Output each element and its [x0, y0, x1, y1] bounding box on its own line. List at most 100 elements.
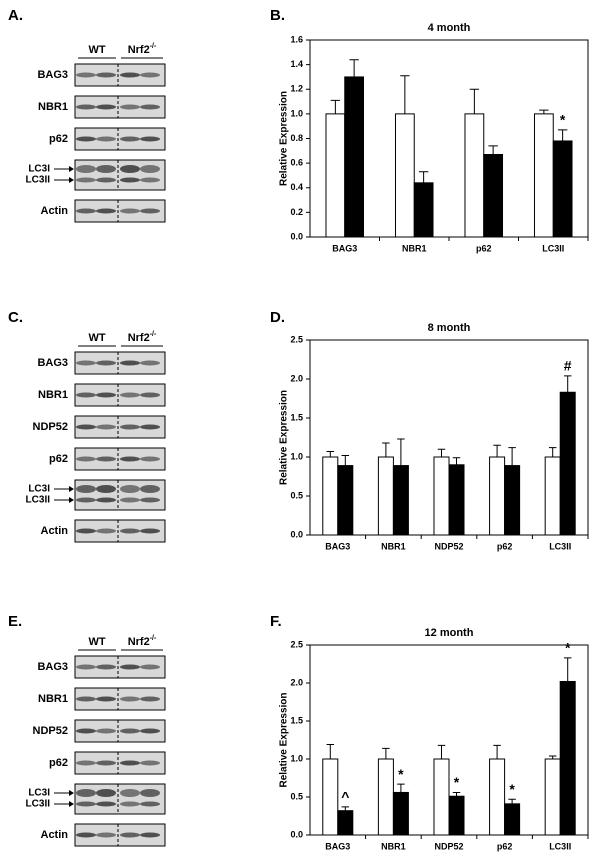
error-bar — [508, 798, 516, 804]
blot-band — [76, 664, 96, 670]
x-tick-label: BAG3 — [325, 841, 350, 851]
bar — [559, 680, 576, 836]
significance-marker: * — [398, 766, 404, 782]
blot-band — [120, 760, 140, 766]
arrow-head — [69, 177, 74, 183]
bar — [559, 391, 576, 536]
blot-band — [140, 696, 160, 702]
significance-marker: * — [560, 112, 566, 128]
blot-band — [76, 360, 96, 366]
blot-band — [140, 664, 160, 670]
blot-band — [76, 528, 96, 534]
blot-band — [140, 72, 160, 78]
y-tick-label: 1.6 — [290, 34, 303, 44]
blot-band — [96, 104, 116, 110]
blot-band — [96, 72, 116, 78]
bar — [344, 76, 365, 238]
blot-band — [140, 104, 160, 110]
blot-band — [140, 760, 160, 766]
blot-band — [96, 136, 116, 142]
y-tick-label: 1.5 — [290, 412, 303, 422]
error-bar — [330, 99, 341, 114]
bar — [413, 182, 434, 238]
bar — [448, 795, 465, 836]
bar — [392, 791, 409, 836]
bar — [504, 803, 521, 836]
blot-band — [120, 72, 140, 78]
group-name: WT — [88, 636, 105, 648]
y-axis-label: Relative Expression — [279, 692, 290, 787]
bar — [504, 465, 521, 536]
chart-title: 4 month — [428, 22, 471, 34]
blot-band — [96, 177, 116, 183]
blot-band — [120, 456, 140, 462]
error-bar — [437, 744, 446, 759]
blot-band — [96, 456, 116, 462]
y-axis-label: Relative Expression — [279, 390, 290, 485]
row-label: Actin — [41, 525, 69, 537]
bar — [448, 464, 465, 536]
error-bar — [508, 447, 516, 466]
error-bar — [563, 657, 572, 682]
row-label: NBR1 — [38, 693, 68, 705]
blot-band — [120, 360, 140, 366]
y-tick-label: 0.0 — [290, 829, 303, 839]
group-name: Nrf2 — [128, 44, 150, 56]
x-tick-label: p62 — [497, 841, 513, 851]
y-tick-label: 1.0 — [290, 451, 303, 461]
significance-marker: # — [564, 358, 572, 374]
bar — [377, 758, 394, 836]
plot-frame — [309, 39, 589, 238]
significance-marker: * — [509, 781, 515, 797]
blot-band — [120, 728, 140, 734]
blot-band — [96, 360, 116, 366]
error-bar — [488, 145, 498, 155]
blot-band — [140, 728, 160, 734]
blot-band — [120, 165, 140, 173]
blot-band — [76, 789, 96, 797]
group-label: Nrf2-/- — [128, 635, 157, 648]
bar — [325, 113, 346, 238]
panel-letter: D. — [270, 309, 285, 326]
row-label: BAG3 — [37, 69, 68, 81]
y-tick-label: 1.5 — [290, 715, 303, 725]
blot-band — [140, 165, 160, 173]
panel-letter: F. — [270, 613, 282, 630]
blot-band — [96, 832, 116, 838]
bar — [337, 810, 354, 836]
y-tick-label: 0.0 — [290, 231, 303, 241]
panel-letter: E. — [8, 613, 22, 630]
row-label: p62 — [49, 133, 68, 145]
blot-band — [96, 789, 116, 797]
blot-band — [120, 528, 140, 534]
band-label: LC3I — [28, 788, 50, 799]
y-tick-label: 2.0 — [290, 677, 303, 687]
row-label: NDP52 — [33, 421, 68, 433]
row-label: BAG3 — [37, 357, 68, 369]
y-tick-label: 0.5 — [290, 791, 303, 801]
blot-band — [140, 136, 160, 142]
bar — [433, 456, 450, 536]
band-label: LC3II — [26, 799, 51, 810]
error-bar — [557, 129, 568, 141]
blot-band — [120, 801, 140, 807]
blot-band — [140, 497, 160, 503]
blot-band — [76, 728, 96, 734]
blot-band — [120, 485, 140, 493]
blot-band — [76, 456, 96, 462]
x-tick-label: NDP52 — [434, 841, 463, 851]
blot-band — [76, 760, 96, 766]
error-bar — [397, 438, 405, 466]
plot-frame — [309, 644, 589, 836]
y-tick-label: 0.0 — [290, 529, 303, 539]
error-bar — [452, 791, 461, 797]
blot-band — [76, 497, 96, 503]
error-bar — [397, 783, 405, 793]
x-tick-label: NBR1 — [381, 841, 406, 851]
blot-band — [96, 392, 116, 398]
y-axis-label: Relative Expression — [279, 91, 290, 186]
bar — [489, 456, 506, 536]
blot-band — [96, 760, 116, 766]
blot-band — [120, 789, 140, 797]
bar — [533, 113, 554, 238]
